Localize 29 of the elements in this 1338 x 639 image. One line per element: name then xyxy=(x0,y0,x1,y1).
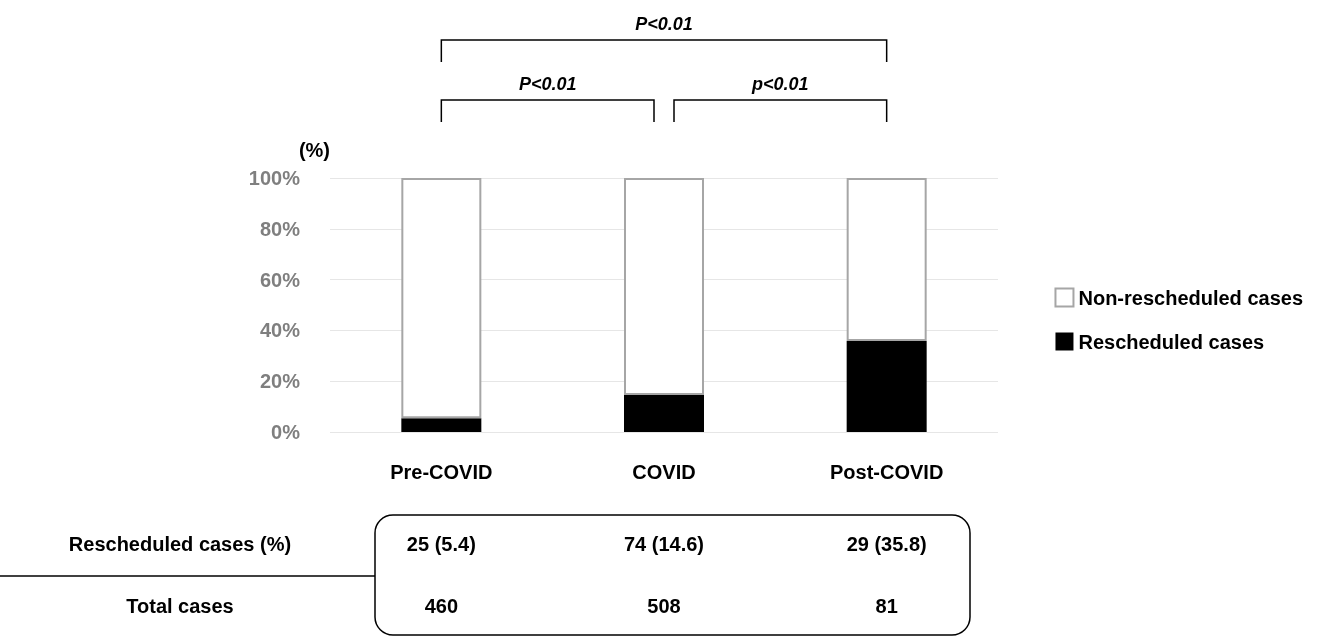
text: Rescheduled cases (%) xyxy=(68,533,292,556)
bar xyxy=(624,178,704,395)
y-tick-label: 80% xyxy=(259,217,301,240)
y-tick-label: 40% xyxy=(259,319,301,342)
y-tick-label: 20% xyxy=(259,370,301,393)
legend-label: Rescheduled cases xyxy=(1078,330,1265,353)
text: 508 xyxy=(647,595,681,618)
text: P<0.01 xyxy=(518,74,577,95)
data-label: 29 (35.8) xyxy=(846,533,927,556)
y-axis-title: (%) xyxy=(298,139,330,161)
text: 81 xyxy=(875,595,898,618)
bar xyxy=(846,341,927,432)
bar xyxy=(401,178,482,419)
y-tick-label: 100% xyxy=(248,167,301,189)
bar xyxy=(846,178,927,342)
data-label: 25 (5.4) xyxy=(406,533,476,556)
bar xyxy=(401,418,482,432)
bar xyxy=(624,394,704,432)
x-tick-label: COVID xyxy=(632,461,696,483)
data-label: 74 (14.6) xyxy=(623,533,705,556)
text: p<0.01 xyxy=(752,74,809,95)
legend-label: Non-rescheduled cases xyxy=(1078,286,1303,309)
y-tick-label: 0% xyxy=(271,421,301,443)
text: Total cases xyxy=(126,595,234,618)
text: 460 xyxy=(424,595,459,618)
x-tick-label: Pre-COVID xyxy=(390,461,493,483)
text: P<0.01 xyxy=(635,14,693,35)
x-tick-label: Post-COVID xyxy=(829,461,944,483)
y-tick-label: 60% xyxy=(259,268,301,291)
